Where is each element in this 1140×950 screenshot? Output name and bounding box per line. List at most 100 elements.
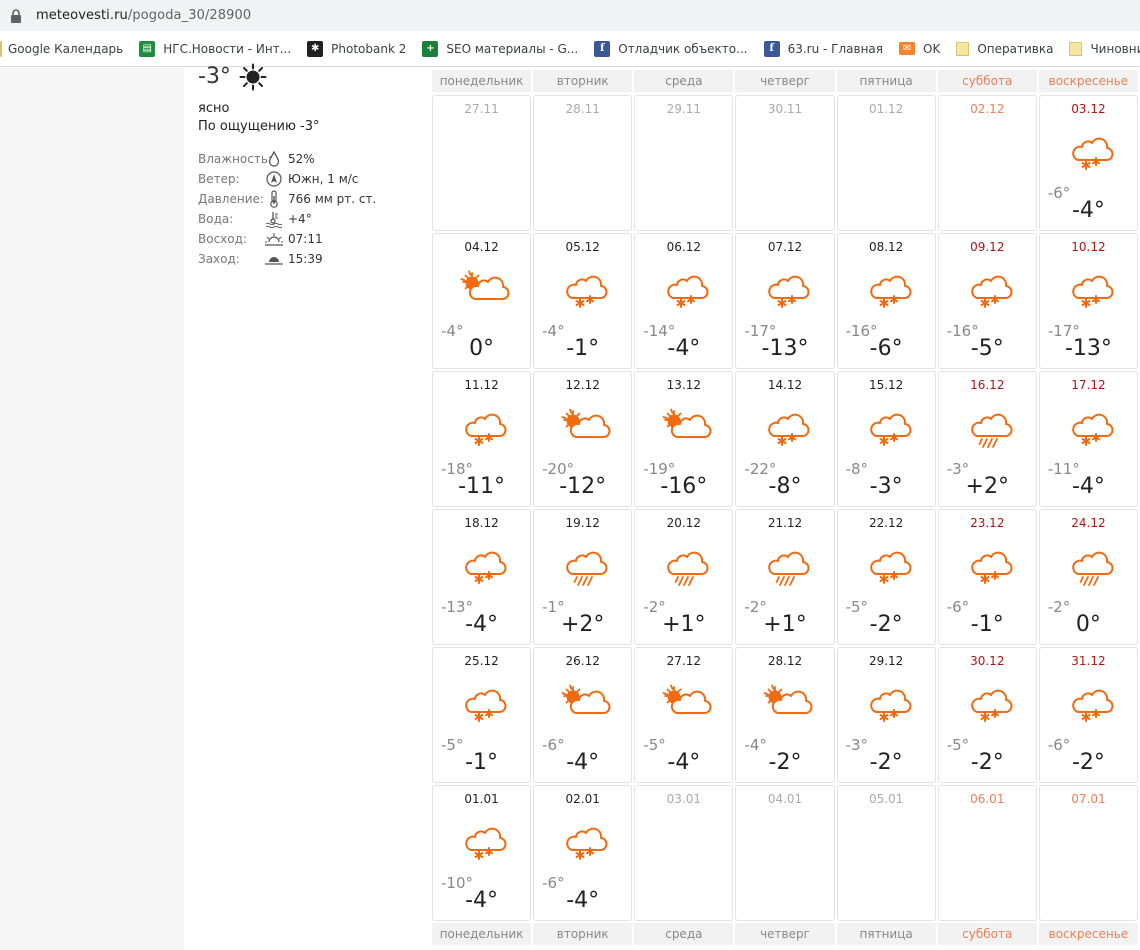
day-date: 15.12 [868,378,904,392]
bookmark-item[interactable]: + SEO материалы - G... [422,40,578,57]
day-cell: 05.01 [836,785,936,921]
bookmark-item[interactable]: f Отладчик объекто... [594,40,748,57]
joomla-icon: ✱ [307,40,324,57]
day-date: 05.01 [868,792,904,806]
day-min-temp: -3° [845,736,869,754]
bookmark-item[interactable]: ✱ Photobank 2 [307,40,407,57]
current-details: Влажность: 52% Ветер: Южн, 1 м/с Давление: 76… [198,149,428,269]
day-cell[interactable]: 19.12 -1° +2° [533,509,633,645]
day-cell[interactable]: 14.12 -22° -8° [735,371,835,507]
detail-label: Вода: [198,212,234,226]
weekday-footer-row: понедельник вторник среда четверг пятница суб… [432,923,1140,948]
bookmark-item[interactable]: f 63.ru - Главная [763,40,883,57]
sleet-cloud-icon [761,544,813,586]
detail-value: 766 мм рт. ст. [288,192,377,206]
day-cell[interactable]: 08.12 -16° -6° [836,233,936,369]
day-max-temp: -11° [458,474,506,499]
day-cell[interactable]: 15.12 -8° -3° [836,371,936,507]
day-min-temp: -6° [1047,184,1071,202]
weekday-header: четверг [735,923,835,945]
day-cell[interactable]: 25.12 -5° -1° [432,647,532,783]
weekday-header: четверг [735,70,835,92]
day-date: 07.01 [1071,792,1106,806]
bookmark-label: Google Календарь [8,41,124,56]
bookmark-item[interactable]: Чиновники [1069,41,1140,56]
day-max-temp: -2° [768,750,802,775]
day-date: 30.12 [970,654,1005,668]
day-cell[interactable]: 01.01 -10° -4° [432,785,532,921]
day-date: 01.01 [464,792,499,806]
day-cell[interactable]: 18.12 -13° -4° [432,509,532,645]
day-cell[interactable]: 05.12 -4° -1° [533,233,633,369]
snow-cloud-icon [559,820,611,862]
day-cell[interactable]: 10.12 -17° -13° [1038,233,1138,369]
day-cell[interactable]: 06.12 -14° -4° [634,233,734,369]
day-min-temp: -19° [643,460,676,478]
snow-cloud-icon [458,682,510,724]
day-cell[interactable]: 20.12 -2° +1° [634,509,734,645]
day-cell[interactable]: 13.12 -19° -16° [634,371,734,507]
day-cell[interactable]: 04.12 -4° 0° [432,233,532,369]
bookmark-item[interactable]: ▤ НГС.Новости - Инт... [139,40,291,57]
day-min-temp: -14° [643,322,676,340]
weekday-header: понедельник [432,70,532,92]
day-cell[interactable]: 17.12 -11° -4° [1038,371,1138,507]
day-min-temp: -11° [1047,460,1080,478]
day-date: 02.01 [565,792,600,806]
day-min-temp: -5° [643,736,666,754]
day-cell[interactable]: 22.12 -5° -2° [836,509,936,645]
address-bar[interactable]: meteovesti.ru/pogoda_30/28900 [0,0,1140,31]
day-max-temp: +1° [763,612,807,637]
snow-cloud-icon [761,268,813,310]
day-date: 19.12 [565,516,600,530]
day-cell[interactable]: 29.12 -3° -2° [836,647,936,783]
drop-icon [262,149,286,169]
day-max-temp: -4° [1071,198,1105,223]
day-max-temp: -2° [869,750,903,775]
day-cell[interactable]: 03.12 -6° -4° [1038,95,1138,231]
detail-label: Ветер: [198,172,240,186]
weekday-header: суббота [937,923,1037,945]
day-cell[interactable]: 27.12 -5° -4° [634,647,734,783]
day-cell[interactable]: 11.12 -18° -11° [432,371,532,507]
day-cell[interactable]: 26.12 -6° -4° [533,647,633,783]
week-row: 18.12 -13° -4° 19.12 -1° +2° 20.12 -2° +1° 21.12-… [432,509,1140,647]
day-date: 18.12 [464,516,499,530]
url[interactable]: meteovesti.ru/pogoda_30/28900 [36,8,251,23]
detail-row: Заход: 15:39 [198,249,428,269]
day-cell[interactable]: 09.12 -16° -5° [937,233,1037,369]
detail-value: 07:11 [288,232,323,246]
day-date: 29.11 [666,102,702,116]
day-date: 04.12 [464,240,499,254]
detail-value: 52% [288,152,315,166]
day-max-temp: -4° [667,336,701,361]
day-cell[interactable]: 24.12 -2° 0° [1038,509,1138,645]
day-cell[interactable]: 16.12 -3° +2° [937,371,1037,507]
bookmark-item[interactable]: Оперативка [956,41,1053,56]
day-cell[interactable]: 12.12 -20° -12° [533,371,633,507]
bookmark-item[interactable]: Google Календарь [8,42,123,56]
day-cell[interactable]: 02.01 -6° -4° [533,785,633,921]
day-cell[interactable]: 21.12 -2° +1° [735,509,835,645]
bookmark-label: Отладчик объекто... [618,41,748,56]
day-max-temp: -5° [970,336,1004,361]
page: -3° ясно По ощущению -3° Влажность: 52% Ве… [0,63,1140,950]
weekday-header: воскресенье [1038,923,1138,945]
detail-row: Давление: 766 мм рт. ст. [198,189,428,209]
snow-cloud-icon [1065,406,1117,448]
day-cell: 07.01 [1038,785,1138,921]
day-date: 21.12 [767,516,803,530]
snow-cloud-icon [863,406,915,448]
day-cell[interactable]: 07.12 -17° -13° [735,233,835,369]
day-cell[interactable]: 30.12 -5° -2° [937,647,1037,783]
day-cell[interactable]: 23.12 -6° -1° [937,509,1037,645]
day-cell[interactable]: 28.12 -4° -2° [735,647,835,783]
day-date: 28.11 [565,102,600,116]
snow-cloud-icon [559,268,611,310]
bookmark-label: Photobank 2 [331,41,407,56]
day-max-temp: -4° [566,750,600,775]
forecast-calendar: понедельник вторник среда четверг пятница суб… [432,68,1140,948]
snow-cloud-icon [458,820,510,862]
bookmark-item[interactable]: ✉ OK [899,42,940,56]
day-cell[interactable]: 31.12 -6° -2° [1038,647,1138,783]
